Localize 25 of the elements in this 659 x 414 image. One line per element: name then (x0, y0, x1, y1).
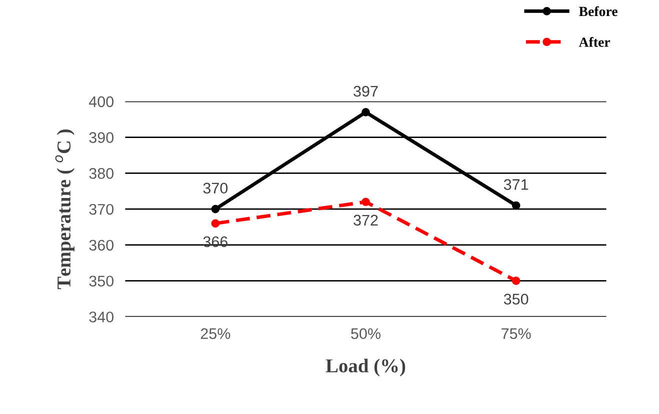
y-tick-label: 380 (89, 168, 114, 179)
y-tick-label: 370 (89, 204, 114, 215)
point (362, 198, 370, 206)
y-tick-label: 400 (88, 96, 114, 108)
data-label: 397 (354, 86, 378, 97)
y-tick-label: 350 (89, 276, 114, 287)
x-tick-label: 25% (200, 328, 230, 340)
x-axis-title: Load (%) (326, 358, 406, 376)
y-tick-label: 390 (89, 132, 114, 143)
data-label: 370 (203, 182, 228, 194)
legend-label: After (578, 36, 610, 47)
legend-label: Before (578, 6, 618, 16)
point (211, 204, 220, 214)
data-label: 350 (504, 294, 528, 305)
point (512, 276, 520, 285)
y-axis-title: Temperature ( $^{o}$C ) (55, 130, 74, 290)
point (362, 108, 370, 116)
data-label: 372 (354, 214, 378, 226)
data-label: 371 (504, 179, 528, 190)
x-tick-label: 50% (351, 328, 380, 340)
y-tick-label: 360 (89, 240, 114, 251)
x-tick-label: 75% (502, 328, 531, 340)
y-tick-label: 340 (89, 312, 114, 322)
point (512, 201, 520, 210)
point (211, 219, 220, 228)
